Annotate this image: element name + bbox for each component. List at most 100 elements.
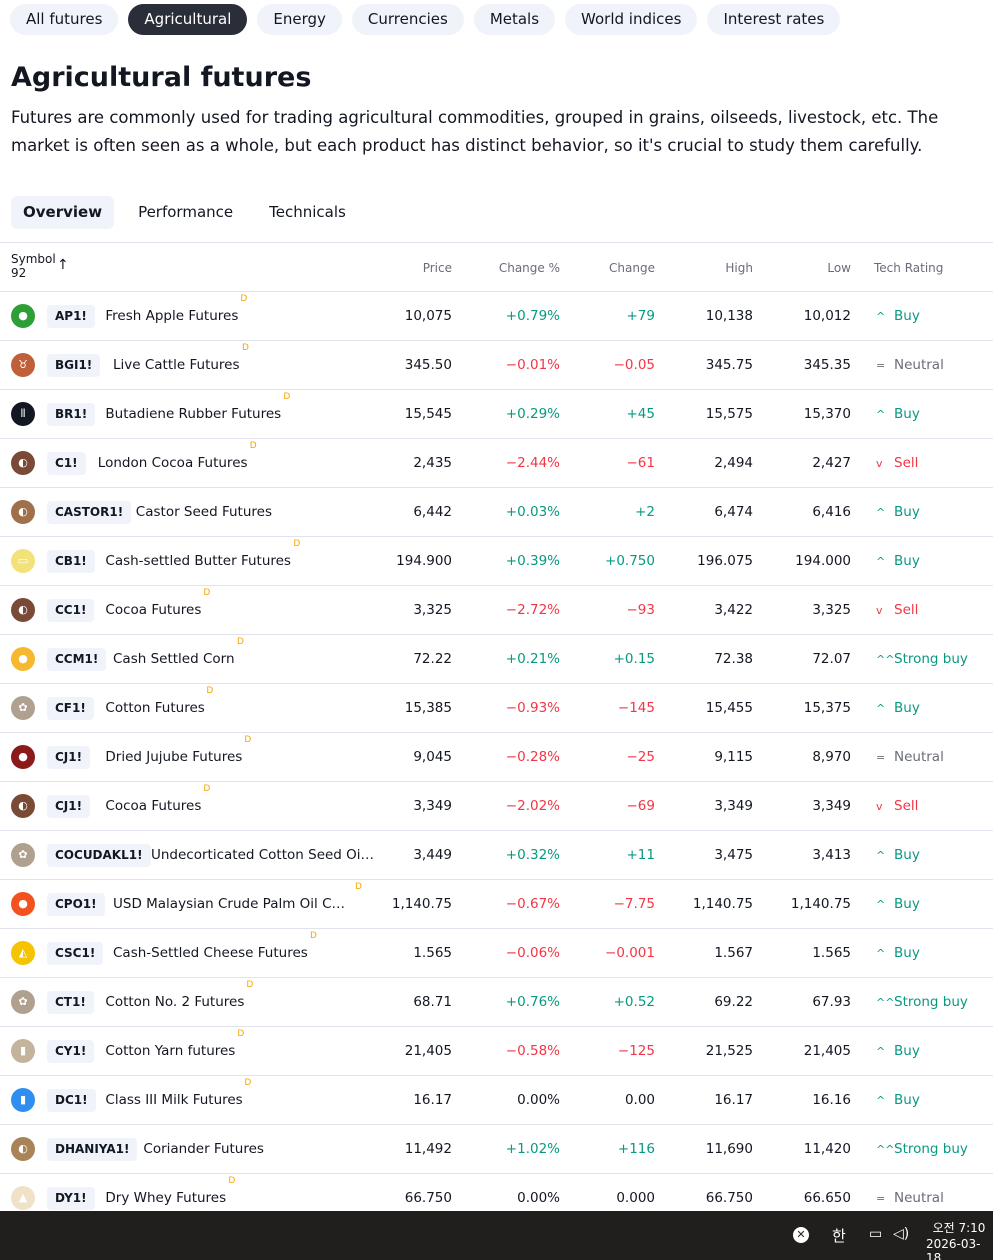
tech-rating[interactable]: ^ Buy — [876, 929, 920, 977]
tech-rating[interactable]: ^^Strong buy — [876, 978, 968, 1026]
instrument-name[interactable]: Cash-Settled Cheese Futures — [113, 945, 308, 961]
close-circle-icon[interactable]: ✕ — [793, 1227, 809, 1243]
instrument-name[interactable]: Cocoa Futures — [105, 798, 202, 814]
instrument-name[interactable]: Cocoa Futures — [105, 602, 202, 618]
view-tab[interactable]: Overview — [11, 196, 115, 229]
ticker-badge[interactable]: COCUDAKL1! — [47, 844, 151, 867]
ticker-badge[interactable]: CB1! — [47, 550, 95, 573]
ticker-badge[interactable]: CJ1! — [47, 795, 91, 818]
table-row[interactable]: ▲ DY1! Dry Whey Futures 66.750 0.00% 0.000 66.… — [0, 1174, 993, 1223]
tech-rating[interactable]: ^^Strong buy — [876, 635, 968, 683]
tech-rating[interactable]: ^ Buy — [876, 537, 920, 585]
tech-rating[interactable]: ^ Buy — [876, 390, 920, 438]
category-tab[interactable]: Currencies — [351, 4, 464, 35]
instrument-name[interactable]: Castor Seed Futures — [135, 504, 272, 520]
change-pct-header[interactable]: Change % — [498, 261, 560, 275]
table-row[interactable]: ✿ CT1! Cotton No. 2 Futures 68.71 +0.76% +0.5… — [0, 978, 993, 1027]
category-tab[interactable]: Interest rates — [707, 4, 841, 35]
price-cell: 15,545 — [404, 406, 452, 422]
table-row[interactable]: ▮ CY1! Cotton Yarn futures 21,405 −0.58% −125… — [0, 1027, 993, 1076]
instrument-name[interactable]: Fresh Apple Futures — [105, 308, 239, 324]
table-row[interactable]: ◭ CSC1! Cash-Settled Cheese Futures 1.565 −0… — [0, 929, 993, 978]
tech-rating[interactable]: ^^Strong buy — [876, 1125, 968, 1173]
ticker-badge[interactable]: CY1! — [47, 1040, 95, 1063]
table-row[interactable]: ◐ CASTOR1! Castor Seed Futures 6,442 +0.03% +… — [0, 488, 993, 537]
network-icon[interactable]: ▭ — [869, 1226, 883, 1242]
tech-rating[interactable]: ^ Buy — [876, 292, 920, 340]
table-row[interactable]: ⦀ BR1! Butadiene Rubber Futures 15,545 +0.29… — [0, 390, 993, 439]
ticker-badge[interactable]: CT1! — [47, 991, 94, 1014]
ticker-badge[interactable]: C1! — [47, 452, 86, 475]
instrument-name[interactable]: Cotton Futures — [105, 700, 205, 716]
instrument-name[interactable]: Class III Milk Futures — [105, 1092, 243, 1108]
instrument-name[interactable]: London Cocoa Futures — [97, 455, 248, 471]
instrument-name[interactable]: Live Cattle Futures — [113, 357, 240, 373]
ticker-badge[interactable]: CASTOR1! — [47, 501, 132, 524]
tech-rating[interactable]: ^ Buy — [876, 1027, 920, 1075]
ticker-badge[interactable]: CJ1! — [47, 746, 91, 769]
category-tab[interactable]: Metals — [473, 4, 556, 35]
category-tab[interactable]: Energy — [257, 4, 342, 35]
instrument-name[interactable]: Cotton No. 2 Futures — [105, 994, 245, 1010]
tech-rating[interactable]: = Neutral — [876, 341, 944, 389]
clock-date[interactable]: 2026-03-18 — [926, 1237, 981, 1260]
view-tab[interactable]: Performance — [138, 203, 234, 221]
tech-rating[interactable]: ^ Buy — [876, 684, 920, 732]
table-row[interactable]: ◐ DHANIYA1! Coriander Futures 11,492 +1.02% +… — [0, 1125, 993, 1174]
table-row[interactable]: ● CPO1! USD Malaysian Crude Palm Oil Cale…… — [0, 880, 993, 929]
category-tab[interactable]: World indices — [565, 4, 698, 35]
instrument-name[interactable]: Coriander Futures — [143, 1141, 264, 1157]
clock-time[interactable]: 오전 7:10 — [932, 1221, 986, 1235]
ime-indicator[interactable]: 한 — [832, 1227, 846, 1245]
ticker-badge[interactable]: AP1! — [47, 305, 95, 328]
ticker-badge[interactable]: CC1! — [47, 599, 95, 622]
instrument-name[interactable]: Cash Settled Corn — [113, 651, 235, 667]
category-tab[interactable]: All futures — [10, 4, 119, 35]
table-row[interactable]: ● AP1! Fresh Apple Futures 10,075 +0.79% +79 1… — [0, 292, 993, 341]
volume-icon[interactable]: ◁) — [893, 1226, 910, 1242]
table-row[interactable]: ◐ C1! London Cocoa Futures 2,435 −2.44% −61 2,… — [0, 439, 993, 488]
category-tab[interactable]: Agricultural — [128, 4, 248, 35]
tech-rating[interactable]: ^ Buy — [876, 1076, 920, 1124]
table-row[interactable]: ◐ CJ1! Cocoa Futures 3,349 −2.02% −69 3,349 3,3… — [0, 782, 993, 831]
table-row[interactable]: ● CCM1! Cash Settled Corn 72.22 +0.21% +0.15 7… — [0, 635, 993, 684]
instrument-name[interactable]: Dried Jujube Futures — [105, 749, 243, 765]
table-row[interactable]: ✿ CF1! Cotton Futures 15,385 −0.93% −145 15,45… — [0, 684, 993, 733]
ticker-badge[interactable]: CPO1! — [47, 893, 105, 916]
high-header[interactable]: High — [725, 261, 753, 275]
ticker-badge[interactable]: BGI1! — [47, 354, 101, 377]
table-row[interactable]: ● CJ1! Dried Jujube Futures 9,045 −0.28% −25 9… — [0, 733, 993, 782]
ticker-badge[interactable]: DHANIYA1! — [47, 1138, 138, 1161]
instrument-name[interactable]: Butadiene Rubber Futures — [105, 406, 282, 422]
change-header[interactable]: Change — [609, 261, 655, 275]
ticker-badge[interactable]: DC1! — [47, 1089, 96, 1112]
tech-rating[interactable]: v Sell — [876, 439, 918, 487]
low-header[interactable]: Low — [827, 261, 851, 275]
tech-rating[interactable]: ^ Buy — [876, 880, 920, 928]
tech-rating[interactable]: ^ Buy — [876, 831, 920, 879]
instrument-name[interactable]: Cotton Yarn futures — [105, 1043, 236, 1059]
table-row[interactable]: ◐ CC1! Cocoa Futures 3,325 −2.72% −93 3,422 3,3… — [0, 586, 993, 635]
ticker-badge[interactable]: CCM1! — [47, 648, 107, 671]
instrument-name[interactable]: Undecorticated Cotton Seed Oi… — [151, 847, 375, 863]
table-row[interactable]: ✿ COCUDAKL1! Undecorticated Cotton Seed Oi… — [0, 831, 993, 880]
tech-rating-header[interactable]: Tech Rating — [874, 261, 944, 275]
sort-up-arrow-icon[interactable]: ↑ — [57, 257, 69, 273]
instrument-name[interactable]: USD Malaysian Crude Palm Oil Cale… — [113, 896, 353, 912]
symbol-header[interactable]: Symbol 92 — [11, 252, 56, 280]
ticker-badge[interactable]: CSC1! — [47, 942, 104, 965]
table-row[interactable]: ▭ CB1! Cash-settled Butter Futures 194.900 +… — [0, 537, 993, 586]
tech-rating[interactable]: = Neutral — [876, 733, 944, 781]
tech-rating[interactable]: v Sell — [876, 586, 918, 634]
ticker-badge[interactable]: BR1! — [47, 403, 96, 426]
tech-rating[interactable]: = Neutral — [876, 1174, 944, 1222]
instrument-name[interactable]: Cash-settled Butter Futures — [105, 553, 291, 569]
tech-rating[interactable]: v Sell — [876, 782, 918, 830]
ticker-badge[interactable]: DY1! — [47, 1187, 95, 1210]
table-row[interactable]: ♉ BGI1! Live Cattle Futures 345.50 −0.01% −0.… — [0, 341, 993, 390]
price-header[interactable]: Price — [422, 261, 452, 275]
table-row[interactable]: ▮ DC1! Class III Milk Futures 16.17 0.00% 0.0… — [0, 1076, 993, 1125]
view-tab[interactable]: Technicals — [269, 203, 346, 221]
tech-rating[interactable]: ^ Buy — [876, 488, 920, 536]
ticker-badge[interactable]: CF1! — [47, 697, 94, 720]
